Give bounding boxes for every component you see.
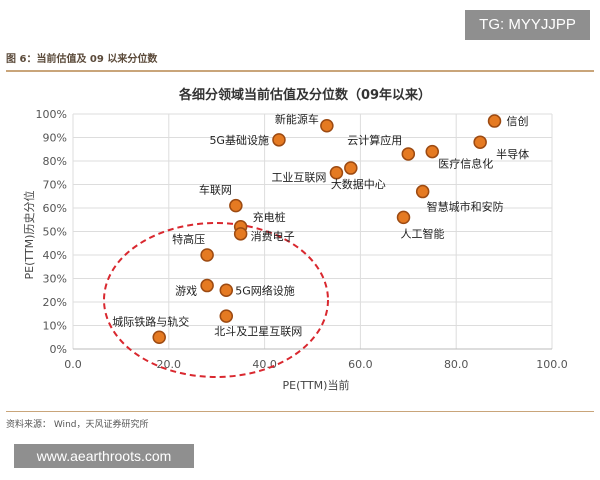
data-point: [200, 278, 214, 293]
x-tick-label: 20.0: [157, 358, 182, 371]
data-point: [344, 161, 358, 175]
data-point: [329, 166, 344, 180]
point-label: 工业互联网: [271, 171, 326, 184]
point-label: 半导体: [496, 147, 529, 161]
data-point: [396, 210, 411, 225]
point-label: 信创: [507, 115, 529, 128]
top-divider: [6, 70, 594, 72]
x-tick-label: 80.0: [444, 358, 469, 371]
point-label: 云计算应用: [347, 133, 402, 147]
y-tick-label: 80%: [43, 155, 67, 168]
data-point: [401, 147, 416, 161]
chart-title: 各细分领域当前估值及分位数（09年以来）: [178, 87, 431, 103]
watermark: www.aearthroots.com: [14, 444, 194, 468]
point-label: 5G基础设施: [209, 134, 269, 147]
x-tick-label: 100.0: [536, 358, 568, 371]
y-tick-label: 100%: [36, 108, 67, 121]
y-tick-label: 40%: [43, 249, 67, 262]
y-tick-label: 70%: [43, 179, 67, 192]
y-tick-label: 10%: [43, 320, 67, 333]
point-label: 大数据中心: [331, 177, 386, 191]
point-label: 5G网络设施: [235, 283, 295, 297]
figure-label: 图 6：当前估值及 09 以来分位数: [6, 54, 158, 65]
y-tick-label: 20%: [43, 296, 67, 309]
data-point: [272, 133, 286, 147]
source-note: 资料来源： Wind，天风证券研究所: [6, 420, 149, 430]
bottom-divider: [6, 411, 594, 412]
data-point: [233, 227, 248, 241]
x-tick-label: 0.0: [64, 358, 82, 371]
y-tick-label: 50%: [43, 226, 67, 239]
y-axis-label: PE(TTM)历史分位: [22, 191, 36, 280]
data-point: [219, 283, 234, 297]
point-label: 医疗信息化: [438, 157, 493, 171]
data-point: [200, 248, 214, 262]
point-label: 城际铁路与轨交: [112, 314, 189, 328]
highlight-circle: [103, 222, 329, 378]
data-point: [152, 330, 166, 344]
data-point: [320, 119, 334, 133]
point-label: 北斗及卫星互联网: [214, 325, 302, 338]
point-label: 人工智能: [401, 226, 445, 240]
y-tick-label: 90%: [43, 132, 67, 145]
data-point: [425, 144, 439, 159]
data-point: [415, 184, 430, 199]
point-label: 特高压: [172, 232, 205, 246]
point-label: 车联网: [199, 183, 232, 197]
header-tag: TG: MYYJJPP: [465, 10, 590, 40]
data-point: [229, 198, 243, 213]
x-tick-labels: 0.0 20.0 40.0 60.0 80.0 100.0: [64, 358, 568, 371]
scatter-chart: 各细分领域当前估值及分位数（09年以来） 0% 10% 20% 30% 40% 50% 60…: [22, 87, 568, 392]
data-point: [473, 135, 487, 149]
x-tick-label: 60.0: [348, 358, 373, 371]
y-tick-label: 30%: [43, 273, 67, 286]
data-point: [487, 114, 502, 128]
point-label: 充电桩: [253, 210, 286, 224]
point-label: 新能源车: [275, 112, 319, 126]
y-tick-label: 0%: [50, 343, 67, 356]
grid-lines: [72, 113, 553, 350]
point-label: 游戏: [175, 285, 197, 298]
x-axis-label: PE(TTM)当前: [283, 378, 350, 392]
y-tick-label: 60%: [43, 202, 67, 215]
point-label: 智慧城市和安防: [427, 200, 504, 214]
y-tick-labels: 0% 10% 20% 30% 40% 50% 60% 70% 80% 90% 100%: [36, 108, 67, 356]
data-point: [219, 309, 234, 323]
point-label: 消费电子: [251, 229, 295, 243]
